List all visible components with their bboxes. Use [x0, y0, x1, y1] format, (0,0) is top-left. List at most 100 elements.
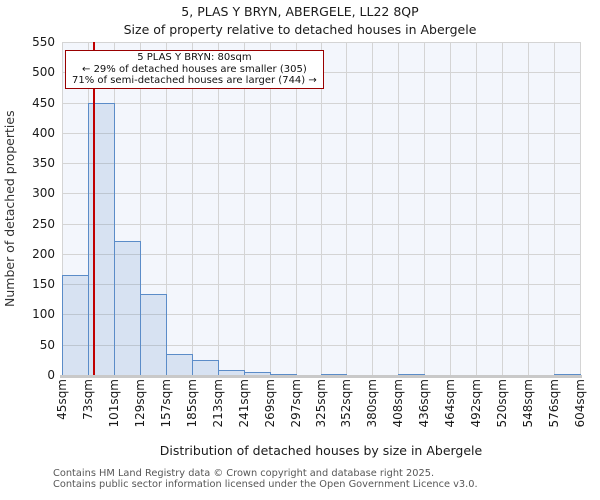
x-axis-tick-text: 129sqm	[132, 379, 147, 428]
footer-attribution-line-2: Contains public sector information licen…	[53, 479, 478, 490]
histogram-bar	[554, 373, 581, 375]
histogram-bar	[87, 102, 115, 375]
footer-attribution-line-1: Contains HM Land Registry data © Crown c…	[53, 468, 435, 479]
gridline-horizontal	[62, 253, 580, 255]
property-size-marker-line	[93, 42, 96, 375]
histogram-bar	[191, 359, 219, 375]
gridline-horizontal	[62, 102, 580, 104]
gridline-horizontal	[62, 284, 580, 286]
y-axis-title: Number of detached properties	[2, 110, 17, 307]
x-axis-tick-label: 436sqm	[414, 379, 434, 427]
x-axis-tick-label: 408sqm	[388, 379, 408, 427]
x-axis-tick-text: 408sqm	[391, 379, 406, 428]
histogram-bar	[113, 240, 141, 375]
x-axis-tick-label: 325sqm	[311, 379, 331, 427]
histogram-bar	[217, 370, 245, 375]
x-axis-tick-label: 269sqm	[260, 379, 280, 427]
x-axis-tick-label: 380sqm	[362, 379, 382, 427]
x-axis-tick-label: 73sqm	[78, 379, 98, 420]
gridline-vertical	[398, 42, 400, 375]
y-axis-tick-label: 250	[32, 216, 55, 231]
annotation-line-1: 5 PLAS Y BRYN: 80sqm	[137, 52, 252, 63]
y-axis-tick-label: 200	[32, 246, 55, 261]
x-axis-tick-label: 241sqm	[234, 379, 254, 427]
x-axis-tick-label: 185sqm	[182, 379, 202, 427]
x-axis-tick-text: 297sqm	[288, 379, 303, 428]
y-axis-tick-label: 0	[47, 368, 55, 382]
x-axis-tick-text: 352sqm	[339, 379, 354, 428]
x-axis-tick-text: 436sqm	[417, 379, 432, 428]
x-axis-tick-text: 185sqm	[184, 379, 199, 428]
gridline-horizontal	[62, 344, 580, 346]
x-axis-tick-label: 576sqm	[544, 379, 564, 427]
histogram-bar	[321, 373, 348, 375]
histogram-bar	[398, 373, 426, 375]
gridline-vertical	[450, 42, 452, 375]
x-axis-tick-text: 325sqm	[314, 379, 329, 428]
x-axis-tick-label: 492sqm	[466, 379, 486, 427]
x-axis-tick-label: 297sqm	[286, 379, 306, 427]
gridline-vertical	[269, 42, 271, 375]
histogram-bar	[139, 294, 167, 375]
x-axis-tick-label: 45sqm	[52, 379, 72, 420]
y-axis-tick-label: 150	[32, 277, 55, 292]
gridline-vertical	[346, 42, 348, 375]
x-axis-tick-text: 101sqm	[106, 379, 121, 428]
x-axis-tick-text: 576sqm	[547, 379, 562, 428]
x-axis-tick-text: 45sqm	[55, 379, 69, 420]
histogram-bar	[165, 353, 193, 375]
gridline-horizontal	[62, 223, 580, 225]
gridline-vertical	[243, 42, 245, 375]
x-axis-tick-label: 548sqm	[518, 379, 538, 427]
gridline-vertical	[165, 42, 167, 375]
x-axis-tick-text: 492sqm	[469, 379, 484, 428]
gridline-vertical	[217, 42, 219, 375]
gridline-horizontal	[62, 314, 580, 316]
annotation-line-2: ← 29% of detached houses are smaller (30…	[82, 63, 307, 75]
x-axis-tick-label: 129sqm	[130, 379, 150, 427]
x-axis-tick-text: 157sqm	[158, 379, 173, 428]
histogram-bar	[62, 275, 89, 375]
y-axis-tick-label: 50	[39, 337, 55, 352]
x-axis-title: Distribution of detached houses by size …	[159, 443, 483, 458]
x-axis-tick-text: 213sqm	[210, 379, 225, 428]
gridline-vertical	[554, 42, 556, 375]
gridline-vertical	[62, 42, 63, 375]
y-axis-tick-label: 450	[32, 95, 55, 110]
x-axis-tick-label: 213sqm	[208, 379, 228, 427]
x-axis-tick-label: 352sqm	[336, 379, 356, 427]
x-axis-tick-label: 520sqm	[492, 379, 512, 427]
gridline-horizontal	[62, 193, 580, 195]
x-axis-tick-label: 464sqm	[440, 379, 460, 427]
gridline-vertical	[476, 42, 478, 375]
gridline-vertical	[295, 42, 297, 375]
x-axis-tick-text: 520sqm	[495, 379, 510, 428]
x-axis-tick-text: 380sqm	[365, 379, 380, 428]
histogram-bar	[243, 371, 271, 375]
plot-area: 5 PLAS Y BRYN: 80sqm ← 29% of detached h…	[60, 42, 582, 378]
gridline-vertical	[139, 42, 141, 375]
y-axis-tick-label: 100	[32, 307, 55, 322]
gridline-vertical	[502, 42, 504, 375]
x-axis-tick-label: 604sqm	[570, 379, 590, 427]
x-axis-tick-text: 604sqm	[573, 379, 587, 428]
gridline-horizontal	[62, 132, 580, 134]
x-axis-tick-text: 464sqm	[443, 379, 458, 428]
gridline-vertical	[528, 42, 530, 375]
x-axis-tick-text: 548sqm	[521, 379, 536, 428]
property-annotation-box: 5 PLAS Y BRYN: 80sqm ← 29% of detached h…	[65, 50, 324, 89]
gridline-vertical	[372, 42, 374, 375]
x-axis-tick-label: 101sqm	[104, 379, 124, 427]
y-axis-tick-label: 550	[32, 35, 55, 49]
x-axis-tick-label: 157sqm	[156, 379, 176, 427]
y-axis-tick-label: 300	[32, 186, 55, 201]
histogram-bar	[269, 373, 297, 375]
gridline-horizontal	[62, 163, 580, 165]
annotation-line-3: 71% of semi-detached houses are larger (…	[72, 75, 317, 86]
chart-title: 5, PLAS Y BRYN, ABERGELE, LL22 8QP	[181, 4, 419, 19]
x-axis-tick-text: 73sqm	[80, 379, 95, 420]
x-axis-tick-text: 241sqm	[236, 379, 251, 428]
y-axis-tick-label: 400	[32, 125, 55, 140]
gridline-vertical	[580, 42, 581, 375]
